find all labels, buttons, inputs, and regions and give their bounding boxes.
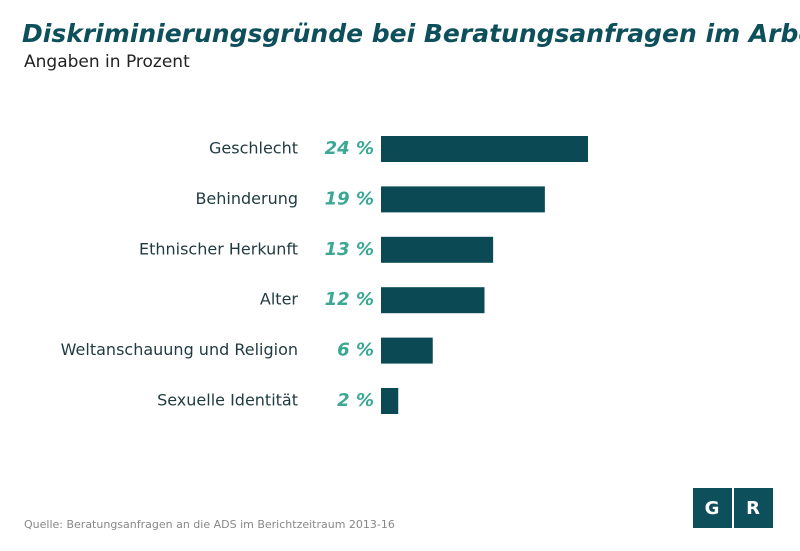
bar <box>381 287 485 314</box>
value-label: 2 % <box>337 390 374 411</box>
logo-letter: G <box>705 498 720 519</box>
category-label: Weltanschauung und Religion <box>61 340 298 359</box>
chart-title: Diskriminierungsgründe bei Beratungsanfr… <box>22 19 800 48</box>
bar <box>381 388 399 414</box>
value-label: 19 % <box>325 188 374 209</box>
source: Quelle: Beratungsanfragen an die ADS im … <box>24 518 395 531</box>
value-label: 24 % <box>325 138 374 159</box>
bar <box>381 236 494 263</box>
logo-letter: R <box>746 498 760 519</box>
category-label: Behinderung <box>195 189 298 208</box>
logo-box <box>734 488 773 528</box>
category-label: Sexuelle Identität <box>157 391 298 410</box>
bar <box>381 136 588 162</box>
bar <box>381 186 545 213</box>
bar <box>381 337 433 364</box>
value-label: 12 % <box>325 289 374 310</box>
category-label: Alter <box>260 290 299 309</box>
category-label: Ethnischer Herkunft <box>139 239 298 258</box>
value-label: 6 % <box>337 340 374 361</box>
chart-subtitle: Angaben in Prozent <box>24 52 190 72</box>
logo-box <box>693 488 732 528</box>
value-label: 13 % <box>325 239 374 260</box>
category-label: Geschlecht <box>209 139 298 158</box>
